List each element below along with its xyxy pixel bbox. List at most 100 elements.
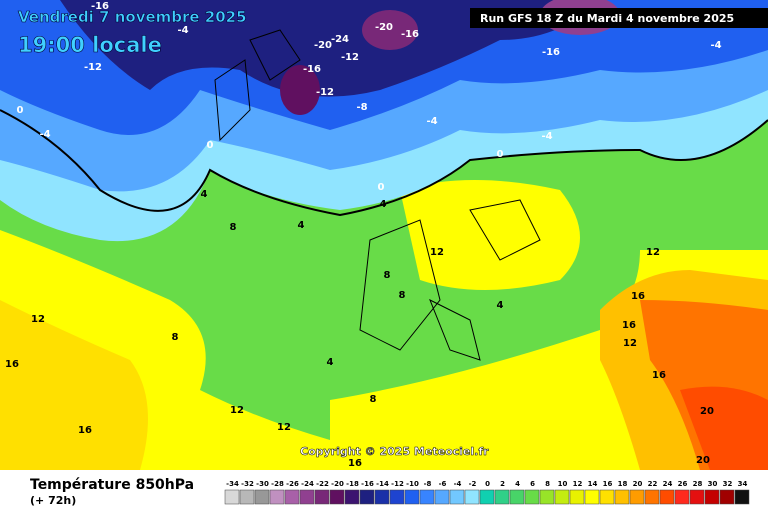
legend-swatch xyxy=(389,489,405,505)
legend-swatch xyxy=(479,489,495,505)
legend-swatch xyxy=(464,489,480,505)
legend-label: -30 xyxy=(256,480,269,488)
legend-label: 6 xyxy=(530,480,535,488)
legend-label: 0 xyxy=(485,480,490,488)
contour-label: 0 xyxy=(497,149,504,160)
legend-label: -10 xyxy=(406,480,419,488)
contour-label: -16 xyxy=(303,64,321,75)
legend-swatch xyxy=(269,489,285,505)
contour-label: 12 xyxy=(31,314,45,325)
run-text: Run GFS 18 Z du Mardi 4 novembre 2025 xyxy=(480,12,734,25)
legend-label: 24 xyxy=(663,480,673,488)
legend-label: -8 xyxy=(424,480,432,488)
contour-label: 0 xyxy=(207,140,214,151)
contour-label: 8 xyxy=(384,270,391,281)
legend-label: -22 xyxy=(316,480,329,488)
legend-label: 32 xyxy=(723,480,733,488)
contour-label: -12 xyxy=(84,62,102,73)
contour-label: -4 xyxy=(426,116,437,127)
legend-swatch xyxy=(689,489,705,505)
contour-label: 8 xyxy=(172,332,179,343)
legend-swatch xyxy=(254,489,270,505)
legend-label: -32 xyxy=(241,480,254,488)
date-text: Vendredi 7 novembre 2025 xyxy=(18,8,247,26)
legend-label: 20 xyxy=(633,480,643,488)
contour-label: 12 xyxy=(277,422,291,433)
time-text: 19:00 locale xyxy=(18,33,162,57)
copyright: Copyright © 2025 Meteociel.fr xyxy=(300,445,489,458)
contour-label: 4 xyxy=(201,189,208,200)
legend-label: 28 xyxy=(693,480,703,488)
legend-swatch xyxy=(524,489,540,505)
legend-swatch xyxy=(314,489,330,505)
legend-label: -2 xyxy=(469,480,477,488)
legend-swatch xyxy=(569,489,585,505)
legend-swatch xyxy=(599,489,615,505)
contour-label: 0 xyxy=(378,182,385,193)
contour-label: -16 xyxy=(91,1,109,12)
contour-label: 8 xyxy=(230,222,237,233)
contour-label: 8 xyxy=(370,394,377,405)
footer-title: Température 850hPa xyxy=(30,477,194,493)
contour-label: 20 xyxy=(696,455,710,466)
legend-label: -12 xyxy=(391,480,404,488)
contour-label: -16 xyxy=(401,29,419,40)
legend-label: 18 xyxy=(618,480,628,488)
contour-label: 16 xyxy=(631,291,645,302)
legend-swatch xyxy=(734,489,750,505)
run-box xyxy=(470,8,768,28)
footer-lead: (+ 72h) xyxy=(30,494,76,507)
legend-label: -4 xyxy=(454,480,462,488)
legend-swatch xyxy=(494,489,510,505)
contour-label: -16 xyxy=(542,47,560,58)
contour-label: 4 xyxy=(327,357,334,368)
contour-label: 8 xyxy=(399,290,406,301)
legend-swatch xyxy=(614,489,630,505)
legend-label: -28 xyxy=(271,480,284,488)
contour-label: -12 xyxy=(316,87,334,98)
legend-swatch xyxy=(719,489,735,505)
legend-label: 10 xyxy=(558,480,568,488)
contour-label: 12 xyxy=(430,247,444,258)
legend-label: -26 xyxy=(286,480,299,488)
legend-swatch xyxy=(284,489,300,505)
contour-label: 4 xyxy=(298,220,305,231)
contour-label: -4 xyxy=(541,131,552,142)
legend-swatch xyxy=(704,489,720,505)
legend-swatch xyxy=(554,489,570,505)
legend-label: 2 xyxy=(500,480,505,488)
legend-swatch xyxy=(509,489,525,505)
contour-label: 20 xyxy=(700,406,714,417)
legend-swatch xyxy=(674,489,690,505)
legend-label: 4 xyxy=(515,480,520,488)
legend-label: -24 xyxy=(301,480,314,488)
legend-label: -20 xyxy=(331,480,344,488)
contour-label: -12 xyxy=(341,52,359,63)
legend-swatch xyxy=(434,489,450,505)
contour-label: -8 xyxy=(356,102,367,113)
legend-label: -14 xyxy=(376,480,389,488)
legend-swatch xyxy=(329,489,345,505)
contour-label: 0 xyxy=(17,105,24,116)
legend-swatch xyxy=(644,489,660,505)
legend-label: -34 xyxy=(226,480,239,488)
legend-label: -18 xyxy=(346,480,359,488)
legend-label: 34 xyxy=(738,480,748,488)
contour-label: -24 xyxy=(331,34,349,45)
legend-swatch xyxy=(584,489,600,505)
legend-label: -16 xyxy=(361,480,374,488)
legend-label: 30 xyxy=(708,480,718,488)
legend-label: 22 xyxy=(648,480,658,488)
contour-label: 16 xyxy=(348,458,362,469)
contour-label: 16 xyxy=(78,425,92,436)
legend-label: 16 xyxy=(603,480,613,488)
contour-label: 12 xyxy=(646,247,660,258)
legend-label: 8 xyxy=(545,480,550,488)
legend-swatch xyxy=(359,489,375,505)
legend-swatch xyxy=(449,489,465,505)
contour-label: 16 xyxy=(622,320,636,331)
legend-swatch xyxy=(299,489,315,505)
contour-label: -4 xyxy=(39,129,50,140)
contour-label: 16 xyxy=(5,359,19,370)
contour-label: 4 xyxy=(497,300,504,311)
